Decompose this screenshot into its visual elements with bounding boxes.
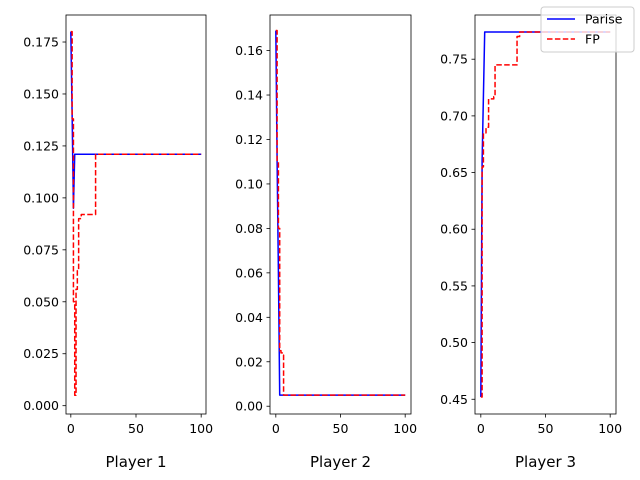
y-tick-label: 0.16	[235, 43, 263, 58]
y-tick-label: 0.65	[440, 165, 468, 180]
x-tick-label: 50	[128, 421, 144, 436]
y-tick-label: 0.075	[23, 242, 59, 257]
y-tick-label: 0.55	[440, 278, 468, 293]
x-tick-label: 50	[538, 421, 554, 436]
x-tick-label: 100	[189, 421, 213, 436]
series-line-parise-3	[480, 31, 611, 398]
legend-label-parise: Parise	[585, 12, 623, 27]
y-tick-label: 0.50	[440, 335, 468, 350]
y-tick-label: 0.60	[440, 222, 468, 237]
y-tick-label: 0.100	[23, 190, 59, 205]
x-tick-label: 0	[67, 421, 75, 436]
x-tick-label: 100	[393, 421, 417, 436]
axes-frame	[65, 14, 207, 415]
y-tick-label: 0.75	[440, 52, 468, 67]
chart-panels: 0 50 1000.0000.0250.0500.0750.1000.1250.15…	[23, 14, 622, 471]
series-line-parise-2	[275, 30, 406, 396]
y-tick-label: 0.00	[235, 399, 263, 414]
x-tick-label: 0	[477, 421, 485, 436]
y-tick-label: 0.04	[235, 310, 263, 325]
legend-label-fp: FP	[585, 32, 600, 47]
x-tick-label: 0	[272, 421, 280, 436]
y-tick-label: 0.06	[235, 265, 263, 280]
series-line-fp-3	[480, 31, 611, 398]
y-tick-label: 0.125	[23, 138, 59, 153]
legend: Parise FP	[540, 6, 635, 53]
y-tick-label: 0.08	[235, 221, 263, 236]
x-axis-label: Player 1	[106, 453, 167, 471]
series-line-parise-1	[70, 31, 202, 210]
y-tick-label: 0.14	[235, 88, 263, 103]
x-tick-label: 100	[598, 421, 622, 436]
y-tick-label: 0.12	[235, 132, 263, 147]
x-axis-label: Player 3	[515, 453, 576, 471]
y-tick-label: 0.02	[235, 354, 263, 369]
series-line-fp-1	[70, 30, 202, 397]
y-tick-label: 0.025	[23, 346, 59, 361]
series-line-fp-2	[275, 29, 406, 396]
x-tick-label: 50	[333, 421, 349, 436]
x-axis-label: Player 2	[310, 453, 371, 471]
chart-panel-3: 0 50 100 0.45 0.50 0.55 0.60 0.65 0.70 0.75 Player…	[440, 14, 622, 471]
y-tick-label: 0.70	[440, 108, 468, 123]
y-tick-label: 0.45	[440, 392, 468, 407]
chart-panel-1: 0 50 100 0.000 0.025 0.050 0.075 0.100 0.125 0.15…	[23, 14, 213, 471]
chart-panel-2: 0 50 100 0.00 0.02 0.04 0.06 0.08 0.10 0.12 0.14 0.…	[235, 14, 417, 471]
axes-frame	[474, 14, 617, 415]
y-tick-label: 0.175	[23, 35, 59, 50]
y-tick-label: 0.000	[23, 398, 59, 413]
y-tick-label: 0.150	[23, 86, 59, 101]
y-tick-label: 0.10	[235, 176, 263, 191]
axes-frame	[269, 14, 412, 415]
y-tick-label: 0.050	[23, 294, 59, 309]
